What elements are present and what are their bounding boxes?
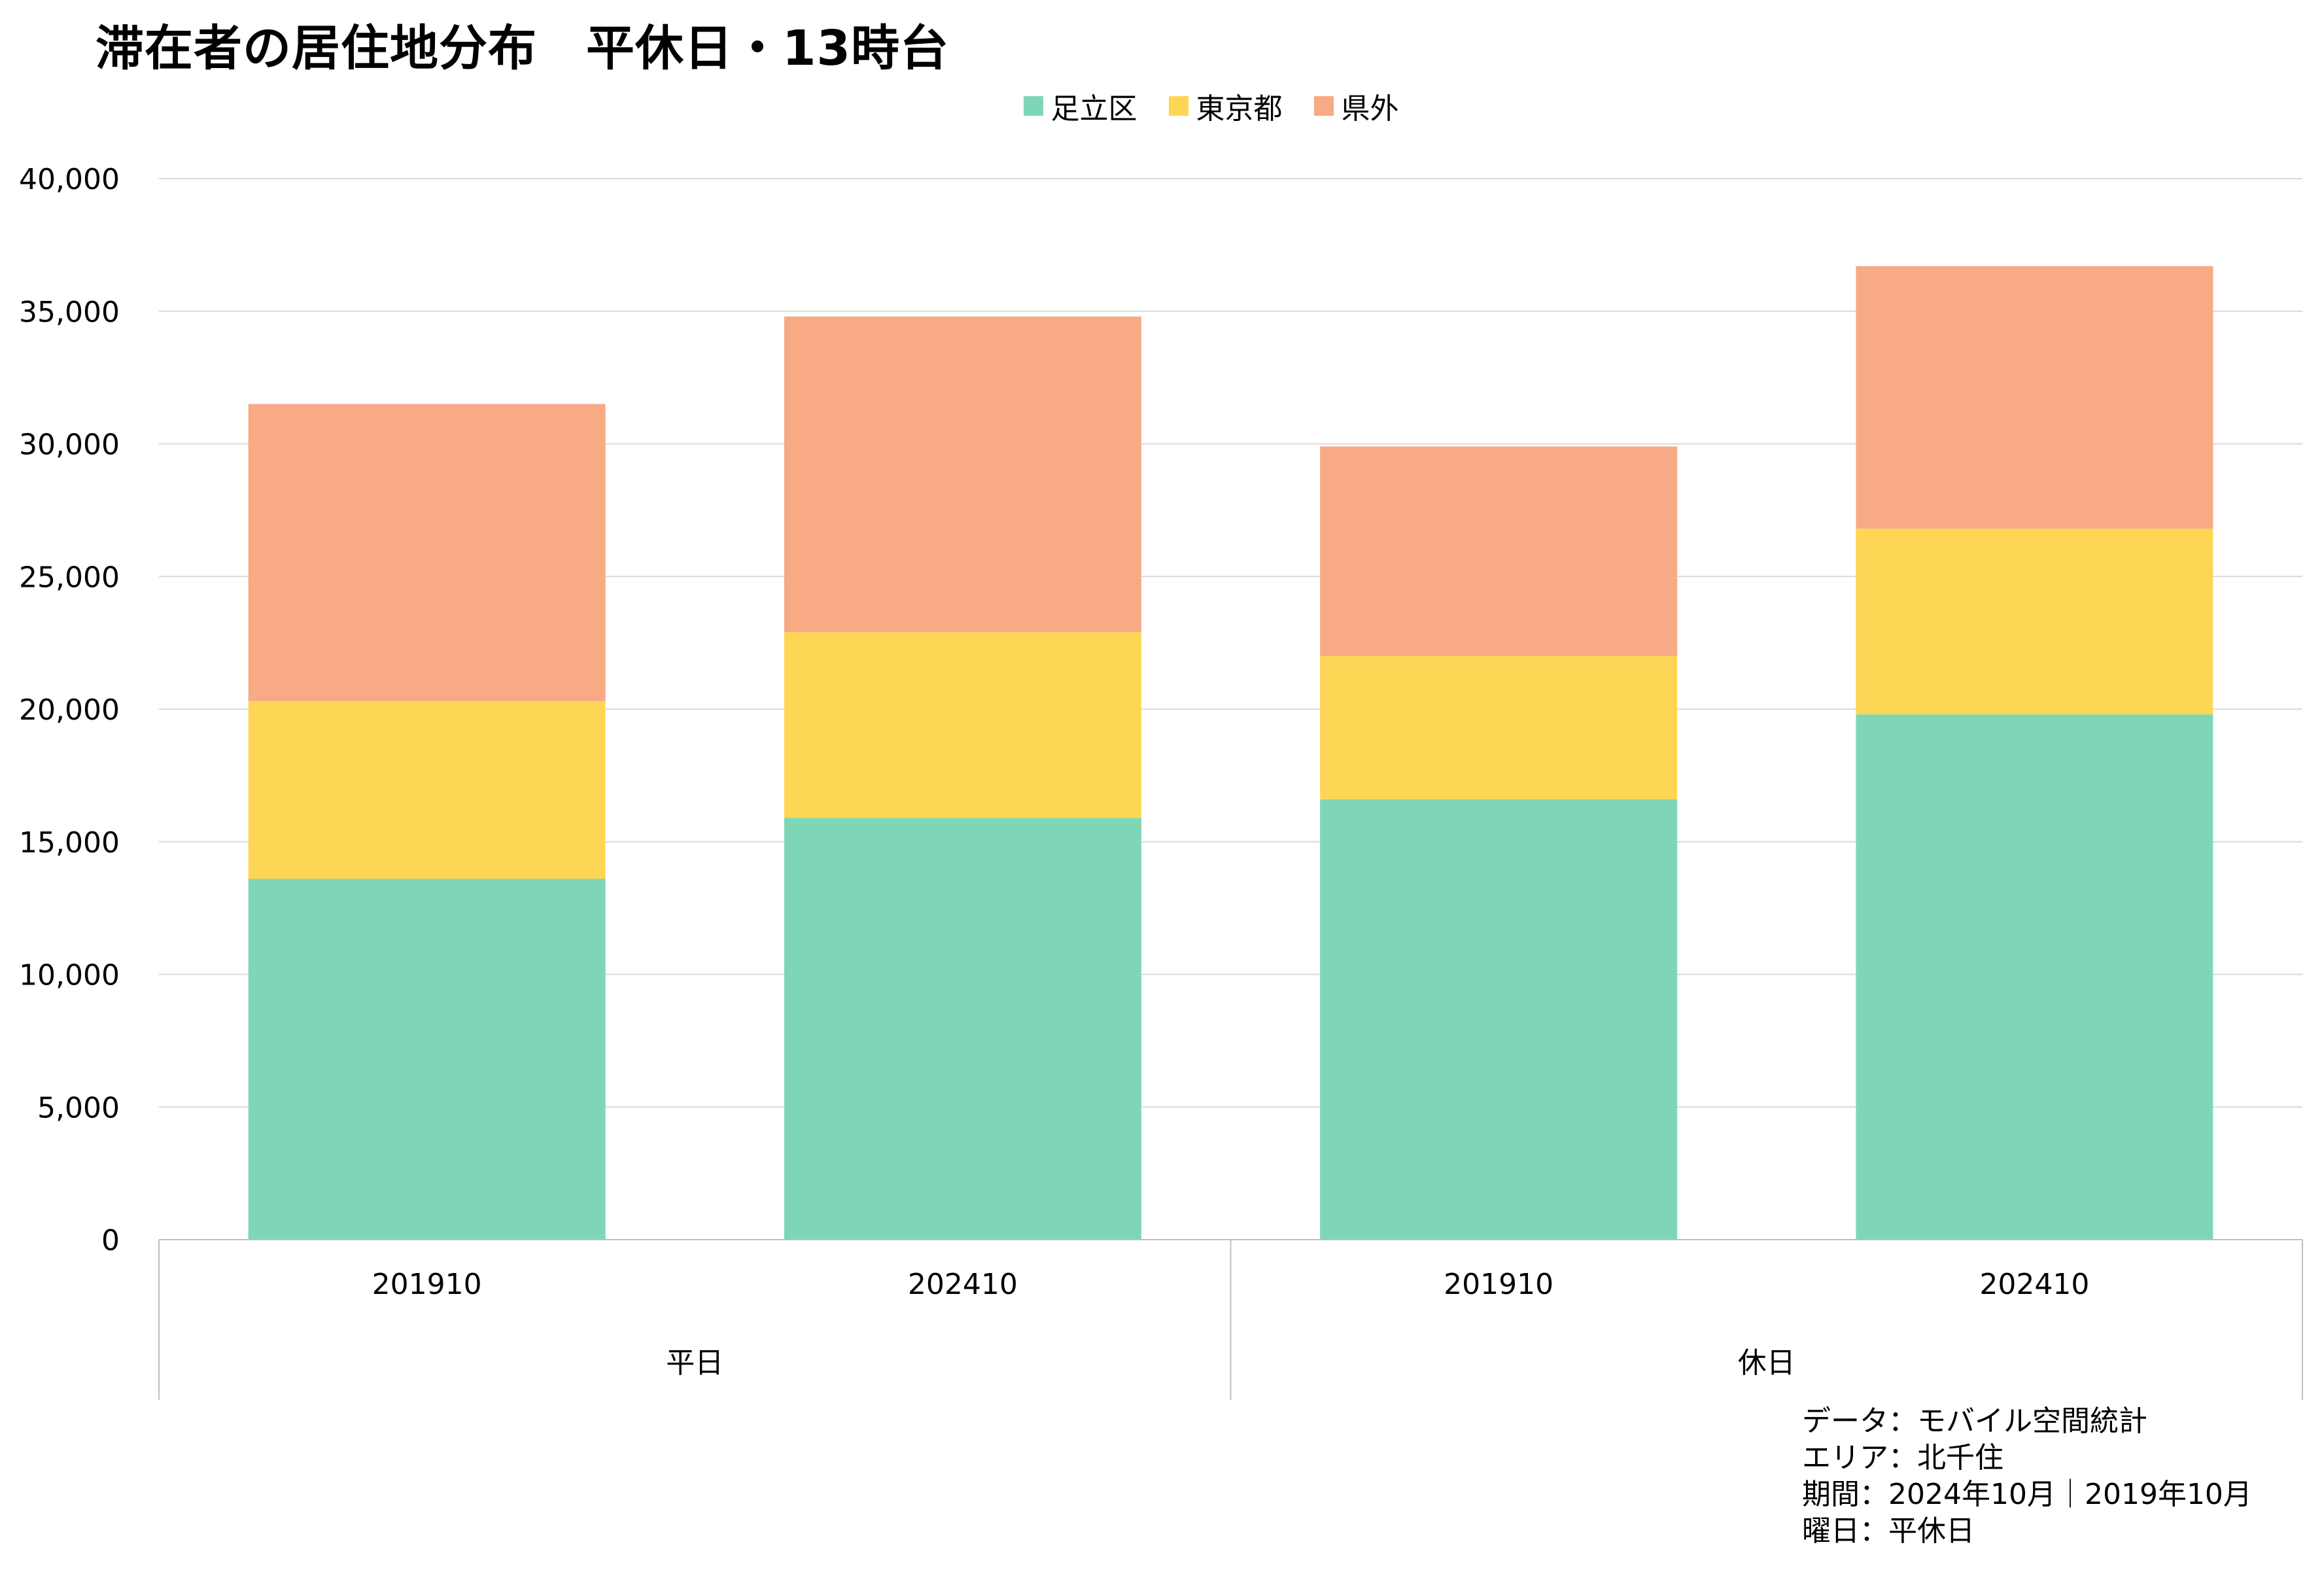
bar-outside bbox=[1320, 446, 1678, 656]
x-tick-label: 202410 bbox=[908, 1268, 1018, 1301]
x-group-label: 休日 bbox=[1738, 1346, 1795, 1380]
note-day-type: 曜日：平休日 bbox=[1802, 1514, 1975, 1548]
y-tick-label: 35,000 bbox=[19, 296, 120, 329]
bar-tokyo bbox=[1320, 655, 1678, 799]
legend-swatch-adachi bbox=[1023, 96, 1043, 116]
y-tick-label: 30,000 bbox=[19, 428, 120, 462]
bar-tokyo bbox=[784, 632, 1141, 818]
x-tick-label: 201910 bbox=[372, 1268, 482, 1301]
y-tick-label: 40,000 bbox=[19, 163, 120, 196]
y-tick-label: 25,000 bbox=[19, 561, 120, 594]
x-tick-label: 202410 bbox=[1979, 1268, 2089, 1301]
legend-item-tokyo: 東京都 bbox=[1168, 85, 1283, 127]
bar-adachi bbox=[248, 879, 606, 1240]
legend: 足立区 東京都 県外 bbox=[0, 85, 2324, 127]
y-tick-label: 20,000 bbox=[19, 693, 120, 727]
bar-adachi bbox=[784, 818, 1141, 1240]
x-tick-label: 201910 bbox=[1444, 1268, 1553, 1301]
bar-outside bbox=[248, 404, 606, 701]
note-data-source: データ：モバイル空間統計 bbox=[1802, 1404, 2147, 1438]
note-area: エリア：北千住 bbox=[1802, 1441, 2003, 1474]
legend-label-outside: 県外 bbox=[1341, 92, 1399, 126]
note-period: 期間：2024年10月｜2019年10月 bbox=[1802, 1478, 2252, 1511]
bar-outside bbox=[1856, 266, 2213, 529]
y-tick-label: 15,000 bbox=[19, 826, 120, 860]
y-tick-label: 10,000 bbox=[19, 959, 120, 992]
bar-adachi bbox=[1320, 799, 1678, 1240]
legend-item-adachi: 足立区 bbox=[1023, 85, 1137, 127]
bar-outside bbox=[784, 316, 1141, 633]
legend-label-tokyo: 東京都 bbox=[1196, 92, 1283, 126]
source-note: データ：モバイル空間統計 エリア：北千住 期間：2024年10月｜2019年10… bbox=[1802, 1403, 2252, 1550]
bar-adachi bbox=[1856, 714, 2213, 1240]
bar-tokyo bbox=[248, 701, 606, 879]
x-group-label: 平日 bbox=[666, 1346, 723, 1380]
legend-swatch-tokyo bbox=[1168, 96, 1188, 116]
legend-label-adachi: 足立区 bbox=[1050, 92, 1137, 126]
y-tick-label: 0 bbox=[101, 1224, 120, 1257]
legend-item-outside: 県外 bbox=[1313, 85, 1399, 127]
chart-title: 滞在者の居住地分布 平休日・13時台 bbox=[95, 20, 949, 77]
legend-swatch-outside bbox=[1313, 96, 1334, 116]
bar-tokyo bbox=[1856, 529, 2213, 715]
y-tick-label: 5,000 bbox=[37, 1091, 120, 1125]
